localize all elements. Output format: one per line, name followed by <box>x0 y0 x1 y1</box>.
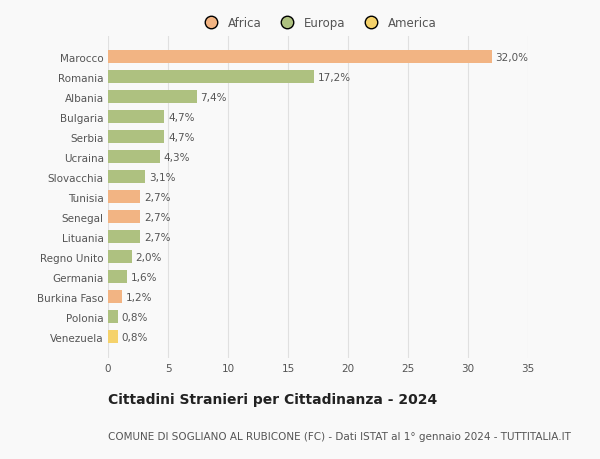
Text: Cittadini Stranieri per Cittadinanza - 2024: Cittadini Stranieri per Cittadinanza - 2… <box>108 392 437 406</box>
Bar <box>108 91 197 104</box>
Legend: Africa, Europa, America: Africa, Europa, America <box>199 17 437 30</box>
Bar <box>108 51 492 64</box>
Text: 1,6%: 1,6% <box>131 272 157 282</box>
Text: 32,0%: 32,0% <box>496 53 529 63</box>
Text: 3,1%: 3,1% <box>149 173 175 182</box>
Bar <box>108 231 140 244</box>
Text: 2,7%: 2,7% <box>144 232 170 242</box>
Text: 7,4%: 7,4% <box>200 93 227 103</box>
Bar <box>108 271 127 284</box>
Bar <box>108 151 160 164</box>
Text: 17,2%: 17,2% <box>318 73 351 83</box>
Bar <box>108 71 314 84</box>
Bar <box>108 311 118 324</box>
Bar <box>108 211 140 224</box>
Bar <box>108 171 145 184</box>
Text: 2,7%: 2,7% <box>144 192 170 202</box>
Text: 2,7%: 2,7% <box>144 213 170 222</box>
Bar <box>108 131 164 144</box>
Text: 2,0%: 2,0% <box>136 252 162 262</box>
Text: 4,3%: 4,3% <box>163 152 190 162</box>
Bar <box>108 251 132 263</box>
Text: 4,7%: 4,7% <box>168 112 194 123</box>
Text: 0,8%: 0,8% <box>121 332 148 342</box>
Text: 1,2%: 1,2% <box>126 292 152 302</box>
Bar <box>108 111 164 124</box>
Text: COMUNE DI SOGLIANO AL RUBICONE (FC) - Dati ISTAT al 1° gennaio 2024 - TUTTITALIA: COMUNE DI SOGLIANO AL RUBICONE (FC) - Da… <box>108 431 571 441</box>
Bar <box>108 191 140 204</box>
Text: 0,8%: 0,8% <box>121 312 148 322</box>
Text: 4,7%: 4,7% <box>168 133 194 143</box>
Bar <box>108 330 118 343</box>
Bar <box>108 291 122 303</box>
